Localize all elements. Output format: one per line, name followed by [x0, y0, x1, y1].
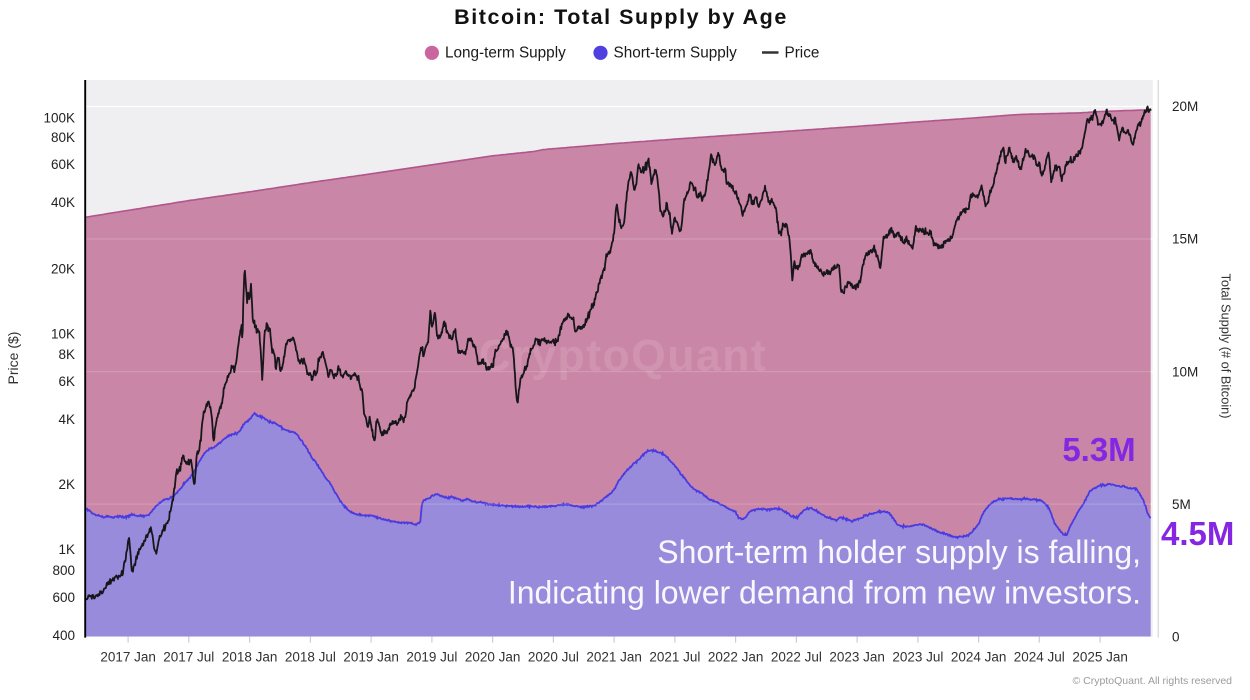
svg-text:2017 Jul: 2017 Jul	[163, 650, 214, 665]
svg-text:4.5M: 4.5M	[1161, 515, 1234, 552]
svg-text:2022 Jul: 2022 Jul	[771, 650, 822, 665]
svg-text:2022 Jan: 2022 Jan	[708, 650, 764, 665]
svg-text:10K: 10K	[51, 326, 75, 341]
svg-text:8K: 8K	[58, 347, 75, 362]
svg-text:CryptoQuant: CryptoQuant	[479, 332, 767, 381]
svg-text:2019 Jul: 2019 Jul	[406, 650, 457, 665]
svg-text:2021 Jul: 2021 Jul	[649, 650, 700, 665]
svg-text:4K: 4K	[58, 412, 75, 427]
svg-text:10M: 10M	[1172, 364, 1198, 379]
svg-text:60K: 60K	[51, 157, 75, 172]
svg-text:2019 Jan: 2019 Jan	[343, 650, 399, 665]
svg-text:Short-term holder supply is fa: Short-term holder supply is falling,	[657, 534, 1141, 570]
svg-text:20M: 20M	[1172, 99, 1198, 114]
svg-text:2024 Jan: 2024 Jan	[951, 650, 1007, 665]
svg-text:100K: 100K	[43, 111, 75, 126]
svg-text:Price ($): Price ($)	[5, 332, 21, 385]
svg-text:2023 Jan: 2023 Jan	[829, 650, 885, 665]
svg-text:5M: 5M	[1172, 497, 1191, 512]
svg-text:Long-term Supply: Long-term Supply	[445, 45, 566, 62]
svg-text:2021 Jan: 2021 Jan	[586, 650, 642, 665]
svg-text:1K: 1K	[58, 542, 75, 557]
svg-text:800: 800	[52, 563, 75, 578]
svg-text:80K: 80K	[51, 130, 75, 145]
svg-text:5.3M: 5.3M	[1062, 431, 1135, 468]
svg-text:Price: Price	[785, 45, 820, 62]
svg-text:Indicating lower demand from n: Indicating lower demand from new investo…	[508, 575, 1141, 611]
svg-text:2020 Jan: 2020 Jan	[465, 650, 521, 665]
svg-text:Total Supply (# of Bitcoin): Total Supply (# of Bitcoin)	[1219, 273, 1234, 418]
svg-text:6K: 6K	[58, 374, 75, 389]
svg-text:40K: 40K	[51, 195, 75, 210]
svg-text:15M: 15M	[1172, 232, 1198, 247]
svg-text:600: 600	[52, 590, 75, 605]
svg-text:2023 Jul: 2023 Jul	[892, 650, 943, 665]
svg-text:2025 Jan: 2025 Jan	[1072, 650, 1128, 665]
svg-text:2018 Jan: 2018 Jan	[222, 650, 278, 665]
svg-text:2017 Jan: 2017 Jan	[100, 650, 156, 665]
svg-text:Bitcoin: Total Supply by Age: Bitcoin: Total Supply by Age	[454, 5, 788, 29]
svg-text:2K: 2K	[58, 477, 75, 492]
svg-text:2024 Jul: 2024 Jul	[1014, 650, 1065, 665]
svg-text:20K: 20K	[51, 261, 75, 276]
svg-text:2020 Jul: 2020 Jul	[528, 650, 579, 665]
svg-text:0: 0	[1172, 629, 1180, 644]
svg-text:Short-term Supply: Short-term Supply	[614, 45, 738, 62]
svg-text:400: 400	[52, 628, 75, 643]
svg-text:© CryptoQuant. All rights rese: © CryptoQuant. All rights reserved	[1073, 675, 1233, 687]
svg-text:2018 Jul: 2018 Jul	[285, 650, 336, 665]
